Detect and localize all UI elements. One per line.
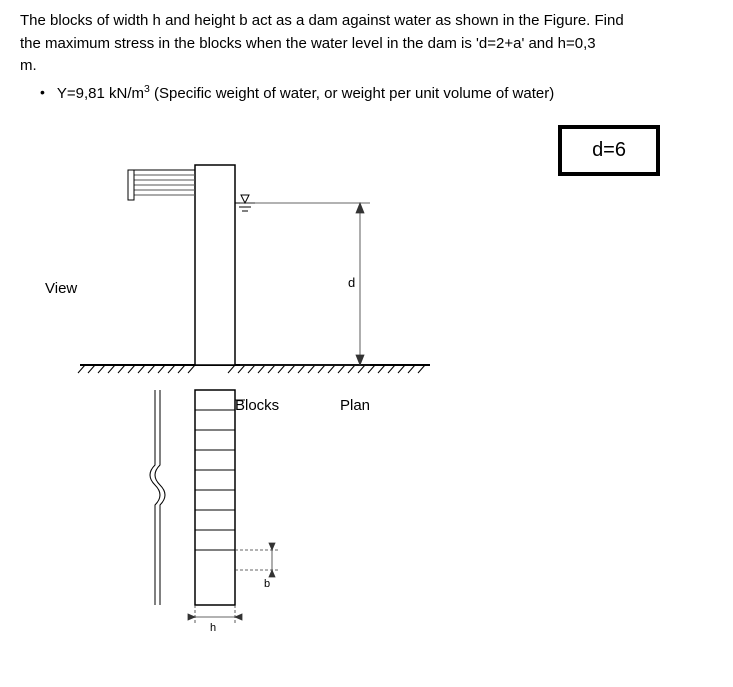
- dam-figure-svg: d b: [60, 155, 480, 635]
- dimension-b-label: b: [264, 578, 270, 590]
- dimension-d-label: d: [348, 275, 355, 290]
- plan-water-edge: [150, 390, 165, 605]
- dimension-b: [235, 543, 280, 577]
- figure-area: d=6 View Blocks Plan: [20, 125, 700, 665]
- problem-statement: The blocks of width h and height b act a…: [20, 10, 713, 105]
- block-stack-plan: [195, 390, 235, 605]
- problem-line-2: the maximum stress in the blocks when th…: [20, 33, 713, 56]
- d-value-box: d=6: [558, 125, 660, 176]
- ground-hatch: [78, 365, 425, 373]
- d-value-text: d=6: [592, 139, 626, 161]
- dimension-h-label: h: [210, 622, 216, 634]
- bullet-dot-icon: •: [40, 82, 45, 106]
- bullet-item: • Y=9,81 kN/m3 (Specific weight of water…: [20, 82, 713, 106]
- dam-wall-elevation: [195, 165, 235, 365]
- water-side: [128, 170, 195, 200]
- problem-line-3: m.: [20, 55, 713, 78]
- bullet-text: Y=9,81 kN/m3 (Specific weight of water, …: [57, 82, 554, 106]
- problem-line-1: The blocks of width h and height b act a…: [20, 10, 713, 33]
